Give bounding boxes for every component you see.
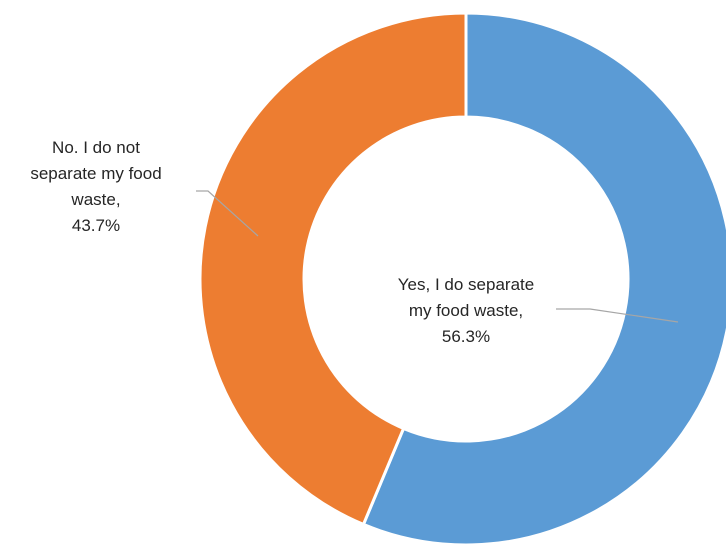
data-label-1-line-1: Yes, I do separate: [398, 275, 534, 294]
chart-slices: [198, 11, 726, 546]
data-label-2: No. I do not separate my food waste, 43.7%: [30, 138, 161, 235]
data-label-2-line-4: 43.7%: [72, 216, 120, 235]
data-label-1: Yes, I do separate my food waste, 56.3%: [398, 275, 534, 346]
data-label-1-line-3: 56.3%: [442, 327, 490, 346]
doughnut-slice-2: [198, 11, 468, 527]
data-label-1-line-2: my food waste,: [409, 301, 523, 320]
chart-data-labels: Yes, I do separate my food waste, 56.3% No.…: [30, 138, 534, 346]
chart-leader-lines: [196, 190, 679, 323]
leader-line-1: [556, 308, 679, 323]
data-label-2-line-1: No. I do not: [52, 138, 140, 157]
doughnut-slice-1: [361, 11, 726, 546]
data-label-2-line-2: separate my food: [30, 164, 161, 183]
data-label-2-line-3: waste,: [70, 190, 120, 209]
leader-line-2: [196, 190, 259, 237]
